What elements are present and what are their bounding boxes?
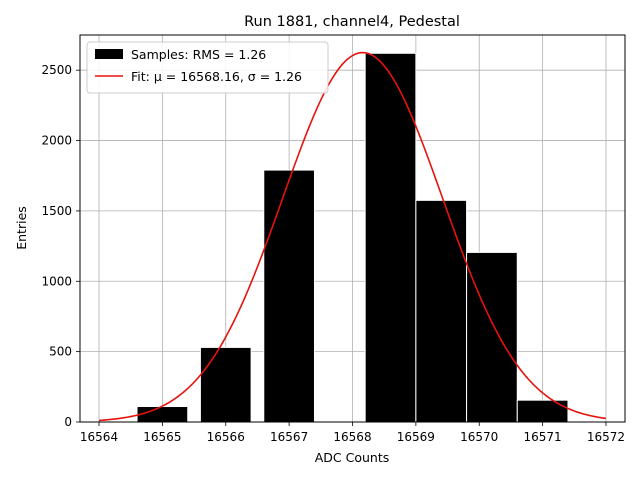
x-tick-label: 16564 [80,430,118,444]
y-tick-label: 0 [64,415,72,429]
y-tick-label: 1000 [41,274,72,288]
legend-box [86,41,329,94]
histogram-bar [466,251,518,423]
y-axis-label: Entries [14,206,29,250]
histogram-bar [199,346,252,423]
x-tick-label: 16565 [143,430,181,444]
histogram-bar [263,169,315,423]
x-tick-label: 16569 [397,430,435,444]
legend: Samples: RMS = 1.26 Fit: μ = 16568.16, σ… [86,41,329,94]
fit-curve-layer [98,51,607,422]
x-tick-label: 16570 [460,430,498,444]
fit-curve [98,51,607,422]
histogram-bar [364,52,417,423]
histogram-bars [136,52,569,423]
histogram-bar [516,399,569,423]
histogram-bar [136,406,189,423]
legend-histogram-swatch [95,49,123,59]
x-tick-label: 16567 [270,430,308,444]
legend-histogram-label: Samples: RMS = 1.26 [131,47,266,62]
legend-fit-label: Fit: μ = 16568.16, σ = 1.26 [131,69,302,84]
x-axis-label: ADC Counts [315,450,390,465]
x-tick-label: 16572 [587,430,625,444]
y-tick-label: 1500 [41,204,72,218]
y-tick-label: 2500 [41,63,72,77]
y-tick-label: 2000 [41,134,72,148]
y-tick-label: 500 [49,345,72,359]
y-axis-ticks: 0 500 1000 1500 2000 2500 [41,63,80,429]
histogram-bar [415,199,468,423]
chart-title: Run 1881, channel4, Pedestal [244,14,460,30]
x-axis-ticks: 16564 16565 16566 16567 16568 16569 16570 16571… [80,422,625,444]
x-tick-label: 16568 [333,430,371,444]
x-tick-label: 16571 [524,430,562,444]
x-tick-label: 16566 [207,430,245,444]
